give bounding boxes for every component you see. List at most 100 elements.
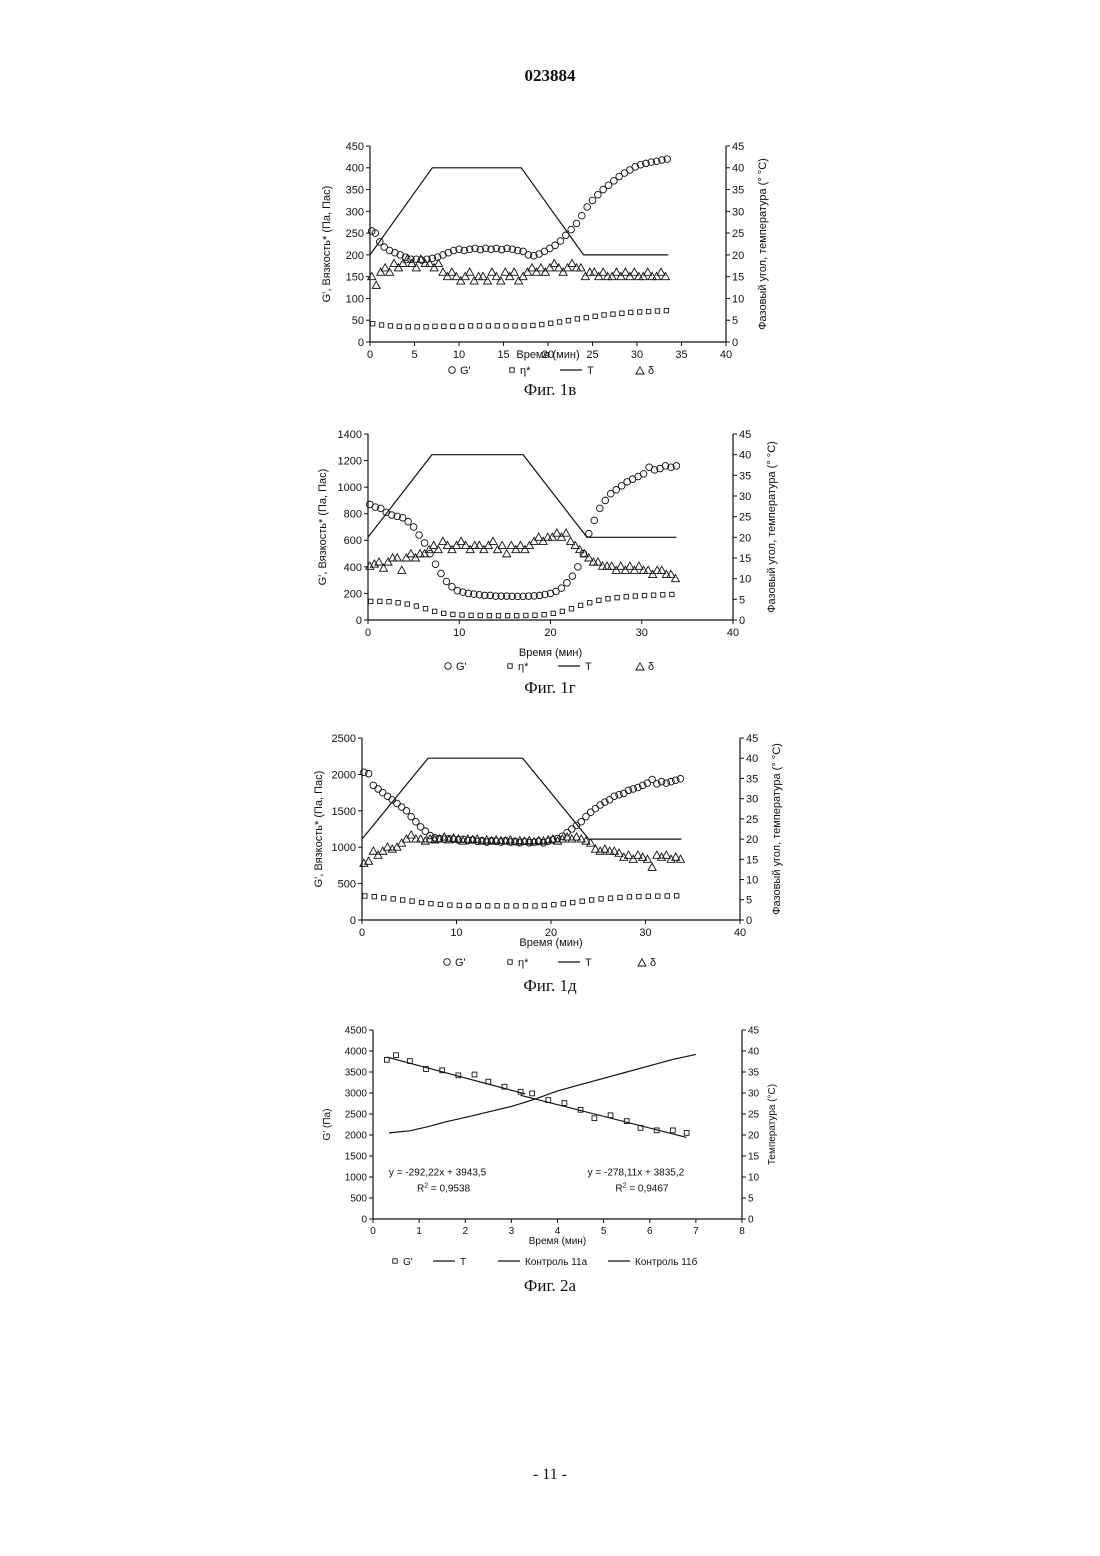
figure-1v-data-point: [495, 324, 499, 328]
figure-2a: 0500100015002000250030003500400045000510…: [0, 1022, 1100, 1302]
figure-1g-data-point: [448, 546, 456, 553]
figure-1v-data-point: [524, 268, 532, 275]
figure-1g-xtick-label: 30: [636, 627, 648, 639]
figure-1v-ytick-label: 150: [346, 272, 364, 284]
figure-1d-ytick-label: 0: [350, 915, 356, 927]
figure-1v-data-point: [515, 277, 523, 284]
figure-1d-data-point: [382, 896, 386, 900]
figure-1g-data-point: [533, 613, 537, 617]
figure-1g-data-point: [553, 529, 561, 536]
figure-1v-legend-item: δ: [636, 365, 654, 377]
figure-1v-data-point: [377, 268, 385, 275]
figure-1g-ytick-label: 400: [344, 562, 362, 574]
figure-1d-legend-label: δ: [650, 957, 656, 969]
figure-1g-data-point: [494, 546, 502, 553]
figure-1d-data-point: [448, 903, 452, 907]
figure-1d-x-title: Время (мин): [519, 937, 582, 949]
figure-1g-ytick-label: 1200: [338, 456, 362, 468]
figure-1v-ytick-label: 400: [346, 163, 364, 175]
figure-1g-data-point: [503, 550, 511, 557]
figure-1g-legend-label: G': [456, 661, 467, 673]
figure-2a-y-title: G' (Па): [322, 1109, 333, 1141]
figure-1g-data-point: [539, 537, 547, 544]
figure-1v-y2-title: Фазовый угол, температура (° °C): [757, 158, 769, 330]
figure-1d-data-point: [663, 780, 670, 787]
figure-2a-ytick-label: 2000: [345, 1131, 368, 1142]
figure-2a-y2tick-label: 15: [748, 1152, 760, 1163]
figure-1g-data-point: [597, 598, 601, 602]
figure-1v-data-point: [595, 272, 603, 279]
figure-1g-data-point: [369, 599, 373, 603]
figure-1g-data-point: [443, 578, 450, 585]
figure-1d-data-point: [637, 894, 641, 898]
figure-1v-data-point: [468, 324, 472, 328]
figure-1d-data-point: [407, 831, 415, 838]
figure-2a-equation: y = -292,22x + 3943,5: [389, 1168, 487, 1179]
figure-1d-legend-item: η*: [508, 957, 529, 969]
figure-1g-y2tick-label: 10: [739, 574, 751, 586]
figure-1v-data-point: [537, 264, 545, 271]
figure-1v-caption: Фиг. 1в: [0, 380, 1100, 400]
figure-1d-data-point: [625, 787, 632, 794]
figure-1d-caption: Фиг. 1д: [0, 976, 1100, 996]
figure-1v-data-point: [412, 264, 420, 271]
figure-1g-data-point: [562, 529, 570, 536]
figure-1v-ytick-label: 0: [358, 337, 364, 349]
figure-1g-y2tick-label: 20: [739, 532, 751, 544]
figure-2a-xtick-label: 3: [509, 1226, 515, 1237]
figure-1g-data-point: [602, 497, 609, 504]
figure-1g-data-point: [460, 613, 464, 617]
figure-1v-data-point: [386, 268, 394, 275]
figure-1g-data-point: [480, 546, 488, 553]
figure-1v-data-point: [548, 321, 552, 325]
document-number: 023884: [0, 66, 1100, 86]
figure-1v-data-point: [589, 197, 596, 204]
figure-1d-data-point: [495, 904, 499, 908]
figure-1v-xtick-label: 30: [631, 349, 643, 361]
figure-2a-y2tick-label: 20: [748, 1131, 760, 1142]
figure-1v-data-point: [579, 212, 586, 219]
figure-1v-ytick-label: 450: [346, 141, 364, 153]
figure-1d-data-point: [363, 894, 367, 898]
figure-1d-xtick-label: 0: [359, 927, 365, 939]
figure-1v-data-point: [408, 259, 416, 266]
figure-1g-data-point: [569, 607, 573, 611]
figure-1v-ytick-label: 200: [346, 250, 364, 262]
figure-2a-legend-item: T: [433, 1257, 466, 1268]
figure-1g-y-title: G', Вязкость* (Па, Пас): [317, 469, 329, 586]
figure-1v-data-point: [439, 268, 447, 275]
figure-1d-data-point: [552, 903, 556, 907]
figure-1g-xtick-label: 10: [453, 627, 465, 639]
figure-1d-data-point: [372, 895, 376, 899]
figure-1d-data-point: [616, 791, 623, 798]
figure-1v-data-point: [611, 312, 615, 316]
figure-1g-series-2: [368, 455, 676, 538]
figure-1v-data-point: [581, 272, 589, 279]
figure-2a-ytick-label: 500: [350, 1194, 367, 1205]
figure-2a-equation: y = -278,11x + 3835,2: [588, 1168, 685, 1179]
figure-1d-data-point: [476, 904, 480, 908]
figure-1v-data-point: [394, 264, 402, 271]
figure-1g-ytick-label: 0: [356, 615, 362, 627]
figure-1v-data-point: [629, 310, 633, 314]
figure-1v-data-point: [564, 264, 572, 271]
figure-1g-data-point: [569, 573, 576, 580]
figure-1d-data-point: [485, 904, 489, 908]
figure-1d-data-point: [438, 902, 442, 906]
figure-1d-legend: G'η*Tδ: [444, 957, 656, 969]
figure-1g-y2tick-label: 35: [739, 470, 751, 482]
figure-1v-data-point: [415, 325, 419, 329]
figure-1d-data-point: [611, 793, 618, 800]
figure-1g-caption: Фиг. 1г: [0, 678, 1100, 698]
figure-1v-ytick-label: 300: [346, 206, 364, 218]
figure-1v-data-point: [541, 268, 549, 275]
figure-1g-x-title: Время (мин): [519, 647, 582, 659]
figure-1d-data-point: [365, 770, 372, 777]
figure-2a-legend-item: G': [393, 1257, 413, 1268]
figure-1v-ytick-label: 350: [346, 185, 364, 197]
figure-1v-y2tick-label: 5: [732, 315, 738, 327]
figure-1v-x-title: Время (мин): [516, 349, 579, 361]
figure-1v-y2tick-label: 30: [732, 206, 744, 218]
figure-1g-data-point: [560, 609, 564, 613]
figure-1g-ytick-label: 200: [344, 588, 362, 600]
